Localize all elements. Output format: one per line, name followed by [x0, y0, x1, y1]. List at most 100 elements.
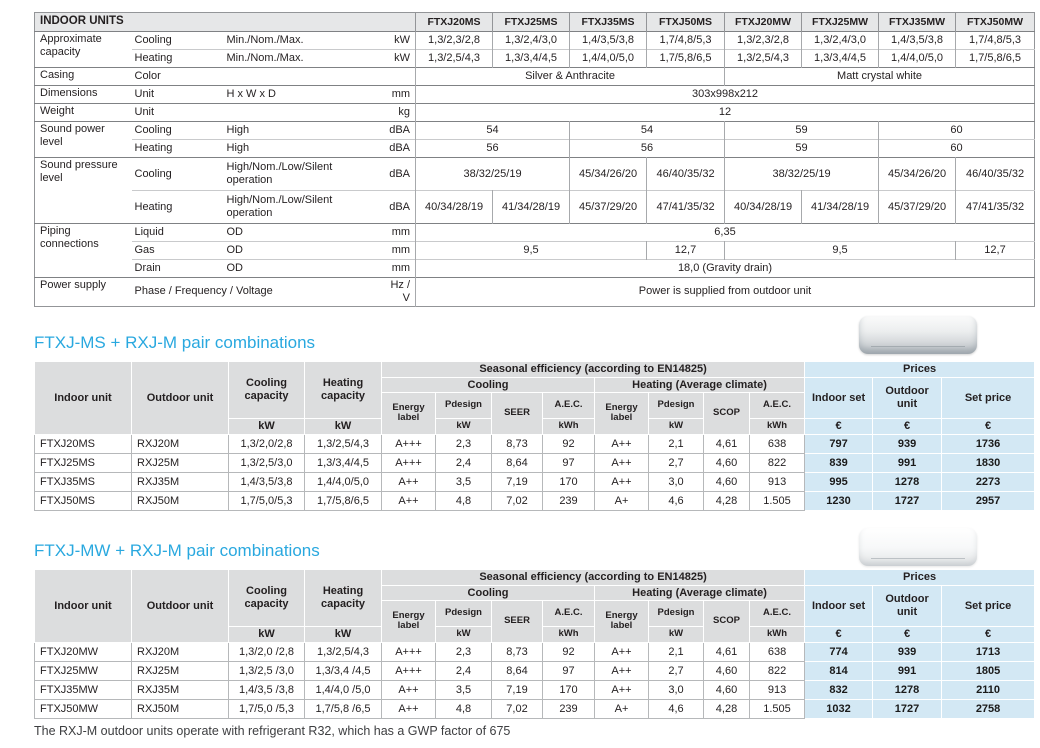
spec-row-sub: Phase / Frequency / Voltage: [134, 285, 273, 298]
pair-header-seasonal-efficiency: Seasonal efficiency (according to EN1482…: [380, 568, 806, 586]
pair-outdoor-unit: RXJ20M: [131, 641, 229, 662]
pair-value: 2,1: [648, 433, 704, 454]
spec-value: 54: [415, 121, 570, 140]
refrigerant-note: The RXJ-M outdoor units operate with ref…: [34, 723, 511, 738]
pair-value: 4,6: [648, 490, 704, 511]
pair-value: 4,60: [703, 660, 750, 681]
pair-indoor-unit: FTXJ35MS: [34, 471, 132, 492]
pair-header-prices: Prices: [804, 360, 1036, 378]
spec-value: 1,3/2,5/4,3: [724, 49, 802, 68]
spec-value: 40/34/28/19: [724, 190, 802, 224]
pair-unit-euro: €: [941, 625, 1036, 643]
pair-header-cooling-capacity: Cooling capacity: [228, 568, 305, 627]
spec-row-sub: Heating: [134, 52, 173, 65]
pair-value: 1,3/2,5/4,3: [304, 433, 382, 454]
spec-row: Casing Color Silver & Anthracite Matt cryst…: [34, 67, 1035, 86]
spec-row-unit: mm: [391, 88, 411, 101]
spec-value: 1,4/4,0/5,0: [878, 49, 956, 68]
spec-value: Silver & Anthracite: [415, 67, 725, 86]
pair-header-pdesign: Pdesign: [435, 391, 492, 419]
pair-value: 3,0: [648, 679, 704, 700]
pair-price-value: 814: [804, 660, 874, 681]
pair-price-value: 2957: [941, 490, 1036, 511]
spec-value: 60: [878, 139, 1035, 158]
spec-value: 12: [415, 103, 1035, 122]
pair-header-seer: SEER: [491, 599, 543, 643]
spec-value: 1,7/4,8/5,3: [646, 31, 725, 50]
pair-value: 8,73: [491, 433, 543, 454]
pair-row: FTXJ35MW RXJ35M 1,4/3,5 /3,8 1,4/4,0 /5,0 A+…: [34, 679, 1036, 700]
pair-header-energy_label: Energy label: [381, 599, 436, 643]
pair-value: 1,4/3,5 /3,8: [228, 679, 305, 700]
pair-value: 1,4/4,0/5,0: [304, 471, 382, 492]
pair-unit-kw: kW: [435, 417, 492, 435]
pair-price-value: 832: [804, 679, 874, 700]
pair-price-value: 2758: [941, 698, 1036, 719]
pair-value: A+++: [381, 452, 436, 473]
pair-table-mw: Indoor unit Outdoor unit Cooling capacity H…: [34, 568, 1036, 719]
pair-value: 2,1: [648, 641, 704, 662]
spec-value: 9,5: [724, 241, 956, 260]
spec-row-sub: Drain: [134, 262, 161, 275]
spec-value: 1,3/2,5/4,3: [415, 49, 493, 68]
pair-price-value: 2110: [941, 679, 1036, 700]
pair-value: 1,3/2,5/3,0: [228, 452, 305, 473]
pair-section-title-ms: FTXJ-MS + RXJ-M pair combinations: [34, 332, 316, 352]
spec-value: 18,0 (Gravity drain): [415, 259, 1035, 278]
spec-value: 54: [569, 121, 725, 140]
spec-table-header: INDOOR UNITS FTXJ20MS FTXJ25MS FTXJ35MS FTXJ…: [34, 12, 1035, 32]
pair-value: A++: [594, 452, 649, 473]
spec-row-unit: dBA: [389, 142, 411, 155]
pair-outdoor-unit: RXJ50M: [131, 490, 229, 511]
pair-header-set-price: Set price: [941, 584, 1036, 627]
spec-row-unit: dBA: [389, 124, 411, 137]
pair-value: 4,60: [703, 471, 750, 492]
pair-header-indoor-unit: Indoor unit: [34, 360, 132, 435]
pair-header-indoor-unit: Indoor unit: [34, 568, 132, 643]
pair-value: 1,3/2,0/2,8: [228, 433, 305, 454]
spec-row: Drain OD mm 18,0 (Gravity drain): [34, 259, 1035, 278]
pair-unit-euro: €: [872, 625, 943, 643]
pair-header-energy_label: Energy label: [381, 391, 436, 435]
pair-section-title-mw: FTXJ-MW + RXJ-M pair combinations: [34, 540, 320, 560]
pair-value: 170: [542, 471, 595, 492]
spec-row-unit: mm: [391, 226, 411, 239]
spec-value: 41/34/28/19: [801, 190, 879, 224]
pair-indoor-unit: FTXJ50MW: [34, 698, 132, 719]
pair-value: 1,4/4,0 /5,0: [304, 679, 382, 700]
spec-value: 1,3/2,3/2,8: [724, 31, 802, 50]
pair-header-heating: Heating (Average climate): [593, 584, 806, 601]
spec-row-unit: [382, 68, 416, 86]
pair-value: 1,3/3,4 /4,5: [304, 660, 382, 681]
pair-value: 4,28: [703, 490, 750, 511]
spec-row-label: Casing: [40, 69, 75, 81]
pair-value: 4,28: [703, 698, 750, 719]
spec-row-label: Approximate capacity: [40, 33, 102, 58]
pair-value: 1,7/5,0/5,3: [228, 490, 305, 511]
spec-row-sub: Liquid: [134, 226, 164, 239]
spec-row: Power supply Phase / Frequency / Voltage H…: [34, 277, 1035, 307]
spec-row-unit: kg: [398, 106, 411, 119]
spec-value: 46/40/35/32: [646, 157, 725, 191]
pair-price-value: 991: [872, 452, 943, 473]
pair-table-ms: Indoor unit Outdoor unit Cooling capacity H…: [34, 360, 1036, 511]
spec-value: 45/34/26/20: [569, 157, 647, 191]
spec-row: Dimensions Unit H x W x D mm 303x998x212: [34, 85, 1035, 104]
pair-indoor-unit: FTXJ35MW: [34, 679, 132, 700]
pair-value: 92: [542, 641, 595, 662]
spec-value: 1,3/3,4/4,5: [492, 49, 570, 68]
pair-header-pdesign: Pdesign: [648, 391, 704, 419]
spec-value: 47/41/35/32: [955, 190, 1035, 224]
pair-header-cooling: Cooling: [381, 376, 595, 393]
pair-value: A+: [594, 698, 649, 719]
spec-value: 1,3/2,4/3,0: [801, 31, 879, 50]
spec-value: 59: [724, 121, 879, 140]
pair-header-heating-capacity: Heating capacity: [304, 360, 382, 419]
spec-row-sub: Cooling: [134, 124, 172, 137]
pair-unit-euro: €: [872, 417, 943, 435]
pair-value: 4,8: [435, 698, 492, 719]
spec-row-desc: [224, 68, 382, 86]
spec-row-unit: mm: [391, 262, 411, 275]
pair-unit-kw: kW: [648, 625, 704, 643]
pair-value: 2,7: [648, 660, 704, 681]
